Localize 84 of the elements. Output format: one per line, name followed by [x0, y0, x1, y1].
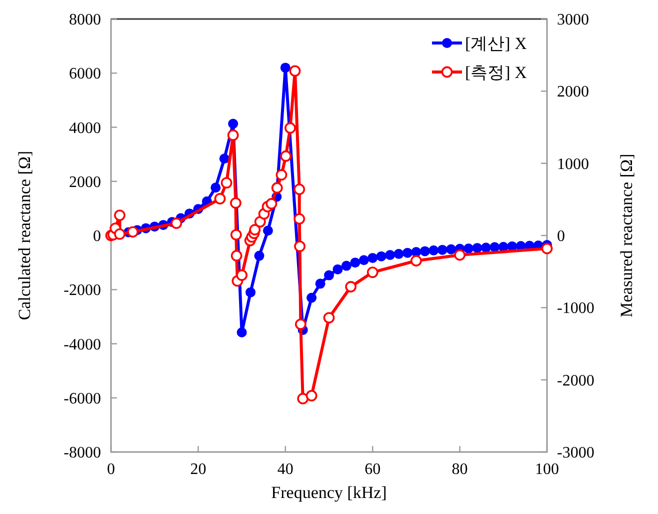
point [294, 240, 306, 252]
legend-label: [계산] X [465, 34, 527, 53]
point [402, 248, 412, 258]
point [294, 318, 306, 330]
point [254, 216, 266, 228]
point [324, 270, 334, 280]
x-axis-title: Frequency [kHz] [271, 483, 387, 502]
point [315, 278, 326, 289]
y2-tick-label: 0 [557, 228, 565, 245]
point [227, 129, 239, 141]
x-tick-label: 40 [277, 461, 294, 478]
x-tick-label: 20 [190, 461, 206, 478]
legend-label: [측정] X [465, 63, 527, 82]
y-axis-title: Calculated reactance [Ω] [15, 150, 34, 320]
y-tick-label: -8000 [64, 444, 101, 462]
y2-tick-label: -2000 [557, 372, 594, 390]
point [114, 228, 126, 240]
point [437, 244, 448, 255]
point [214, 192, 226, 204]
y2-tick-label: 2000 [557, 84, 589, 101]
x-tick-label: 0 [107, 461, 115, 478]
point [170, 218, 182, 229]
point [394, 248, 404, 259]
point [454, 249, 466, 261]
y2-axis-title: Measured reactance [Ω] [617, 154, 636, 318]
point [236, 327, 247, 338]
y2-tick-label: 3000 [557, 12, 589, 28]
point [323, 312, 335, 324]
x-tick-label: 100 [535, 461, 559, 478]
point [410, 255, 422, 266]
point [228, 118, 238, 129]
y-tick-label: -6000 [64, 390, 101, 408]
point [428, 245, 439, 256]
point [385, 250, 396, 260]
point [289, 65, 301, 77]
point [341, 260, 352, 271]
point [464, 243, 474, 254]
point [254, 250, 264, 261]
point [114, 210, 126, 221]
point [230, 229, 242, 240]
point [294, 213, 306, 225]
point [276, 169, 288, 181]
point [472, 242, 482, 253]
point [306, 292, 317, 303]
point [446, 244, 456, 254]
point [280, 62, 290, 73]
y-tick-label: -4000 [64, 336, 101, 354]
point [350, 258, 360, 268]
y-tick-label: 4000 [69, 120, 101, 137]
point [230, 250, 242, 262]
y-tick-label: -2000 [64, 282, 101, 300]
point [306, 390, 318, 402]
point [219, 154, 230, 164]
x-tick-label: 60 [364, 461, 381, 478]
point [266, 198, 278, 210]
x-tick-label: 80 [452, 461, 468, 478]
point [541, 242, 553, 254]
point [230, 197, 242, 209]
y-tick-label: 0 [93, 228, 101, 245]
y2-tick-label: -3000 [557, 444, 594, 462]
point [420, 246, 430, 256]
point [358, 255, 369, 266]
point [236, 269, 248, 281]
y2-tick-label: -1000 [557, 300, 594, 318]
point [345, 281, 356, 292]
point [297, 392, 309, 404]
y-tick-label: 8000 [69, 12, 101, 28]
point [294, 184, 306, 196]
point [368, 252, 378, 263]
point [366, 266, 378, 278]
point [284, 122, 296, 134]
point [246, 287, 256, 298]
point [220, 177, 232, 189]
point [262, 226, 273, 236]
point [376, 251, 386, 262]
point [280, 150, 292, 162]
point [127, 226, 138, 238]
point [271, 182, 283, 194]
y-tick-label: 2000 [69, 174, 101, 191]
y-tick-label: 6000 [69, 66, 101, 83]
point [332, 264, 343, 274]
point [249, 224, 261, 236]
y2-tick-label: 1000 [557, 156, 589, 173]
point [210, 182, 221, 193]
